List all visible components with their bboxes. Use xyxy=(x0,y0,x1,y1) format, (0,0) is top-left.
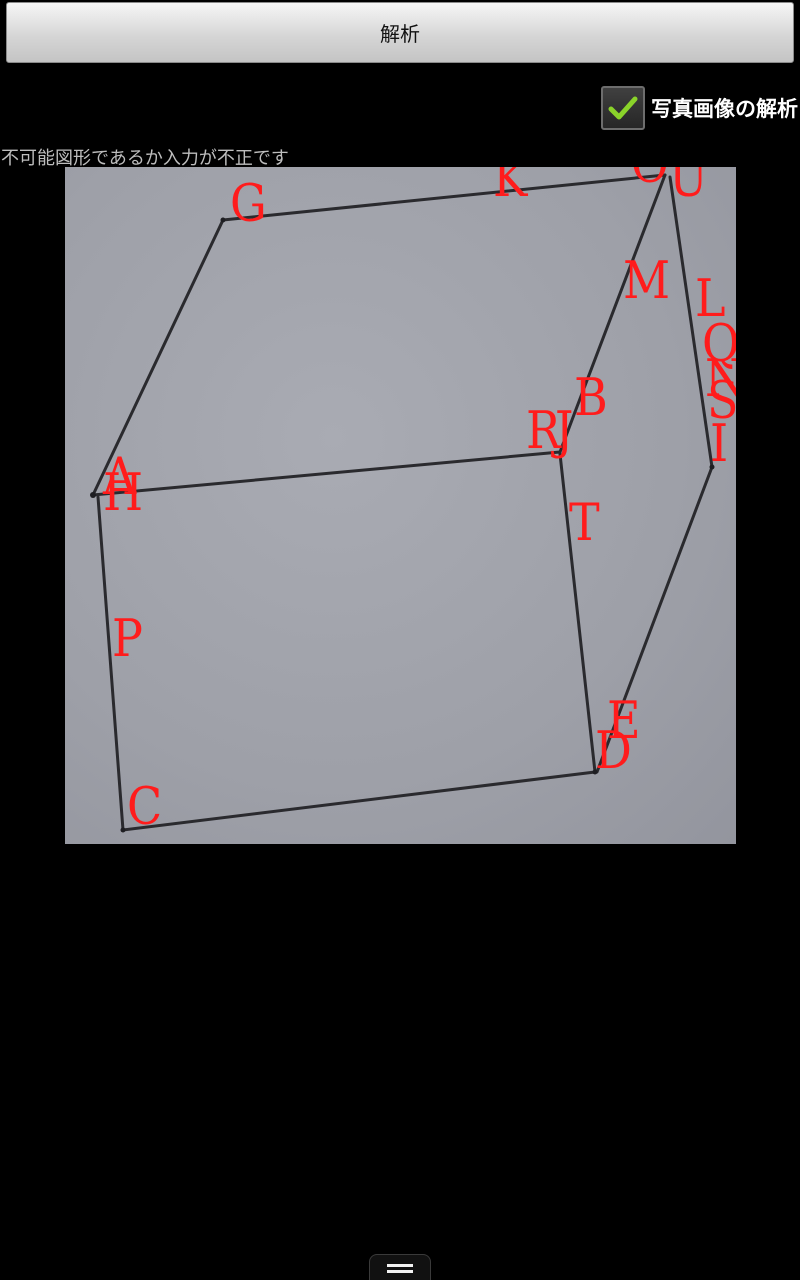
photo-analysis-checkbox[interactable]: 写真画像の解析 xyxy=(601,84,800,132)
checkmark-icon xyxy=(608,96,638,120)
menu-button[interactable] xyxy=(369,1254,431,1280)
vertex-label-s: S xyxy=(707,369,736,431)
status-message: 不可能図形であるか入力が不正です xyxy=(1,148,289,169)
vertex-label-t: T xyxy=(569,491,600,553)
analyze-button[interactable]: 解析 xyxy=(6,2,794,63)
vertex-label-g: G xyxy=(230,172,267,234)
vertex-label-h: H xyxy=(103,461,144,523)
vertex-label-b: B xyxy=(574,366,608,428)
vertex-label-d: D xyxy=(595,719,632,781)
vertex-label-u: U xyxy=(669,167,708,209)
vertex-label-q: Q xyxy=(702,312,736,374)
edge xyxy=(668,175,714,469)
vertex-label-n: N xyxy=(705,352,736,404)
analyzed-photo: K G U O M L Q N S B R J I A H T P E D C xyxy=(65,167,736,844)
edge xyxy=(221,173,667,222)
vertex-label-i: I xyxy=(710,412,729,474)
photo-analysis-label: 写真画像の解析 xyxy=(651,97,798,121)
checkbox-box[interactable] xyxy=(601,86,645,130)
edge xyxy=(558,452,597,774)
vertex-label-o: O xyxy=(631,167,669,190)
vertex-label-p: P xyxy=(112,607,143,669)
menu-icon xyxy=(387,1264,413,1273)
vertex-label-e: E xyxy=(607,689,641,751)
vertex-label-m: M xyxy=(623,249,671,311)
cube-drawing xyxy=(90,173,715,833)
vertex-label-c: C xyxy=(127,775,163,837)
vertex-label-a: A xyxy=(103,445,137,507)
edge xyxy=(91,218,225,497)
vertex-label-j: J xyxy=(555,399,574,461)
vertex-label-r: R xyxy=(526,399,561,461)
vertex-label-l: L xyxy=(695,267,726,329)
edge xyxy=(595,465,714,774)
edge xyxy=(91,450,562,497)
edge xyxy=(121,770,597,832)
edge xyxy=(558,410,577,454)
vertex-label-k: K xyxy=(493,167,528,209)
edge xyxy=(96,495,125,832)
edge xyxy=(573,173,667,414)
analyze-button-label: 解析 xyxy=(380,22,420,46)
